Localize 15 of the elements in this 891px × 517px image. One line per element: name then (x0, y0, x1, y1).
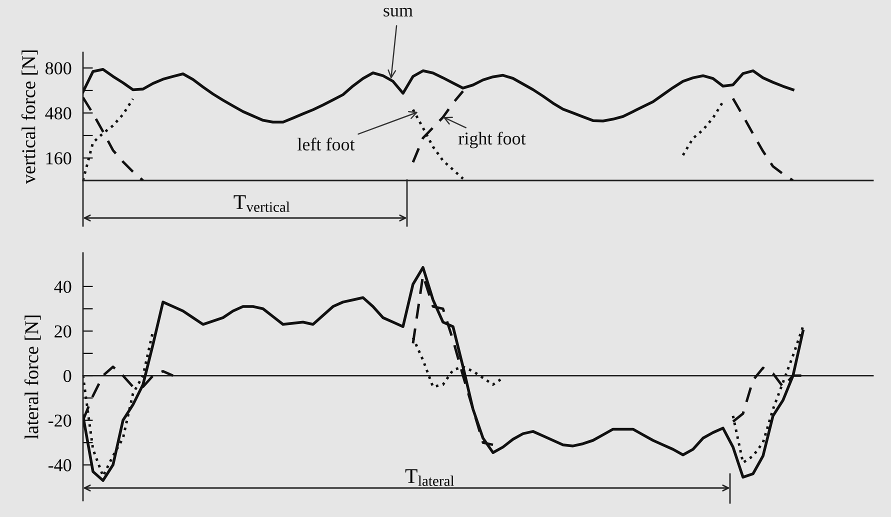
y-tick-label: 800 (45, 62, 72, 74)
y-tick-label: -40 (48, 459, 72, 472)
y-tick-label: 480 (45, 107, 72, 120)
text: sum (384, 8, 413, 17)
y-axis-title: lateral force [N] (24, 316, 41, 440)
text: left foot (298, 138, 355, 151)
y-tick-label: -20 (48, 414, 72, 427)
y-tick-label: 20 (54, 325, 72, 338)
annotation: T$_{lateral}$ (405, 469, 454, 486)
text: T$_{vertical}$ (234, 195, 290, 212)
y-axis-title: vertical force [N] (21, 50, 38, 184)
y-tick-label: 40 (54, 280, 72, 293)
y-tick-label: 0 (64, 370, 72, 382)
series-label: right foot (458, 132, 526, 148)
y-tick-label: 160 (46, 152, 72, 164)
